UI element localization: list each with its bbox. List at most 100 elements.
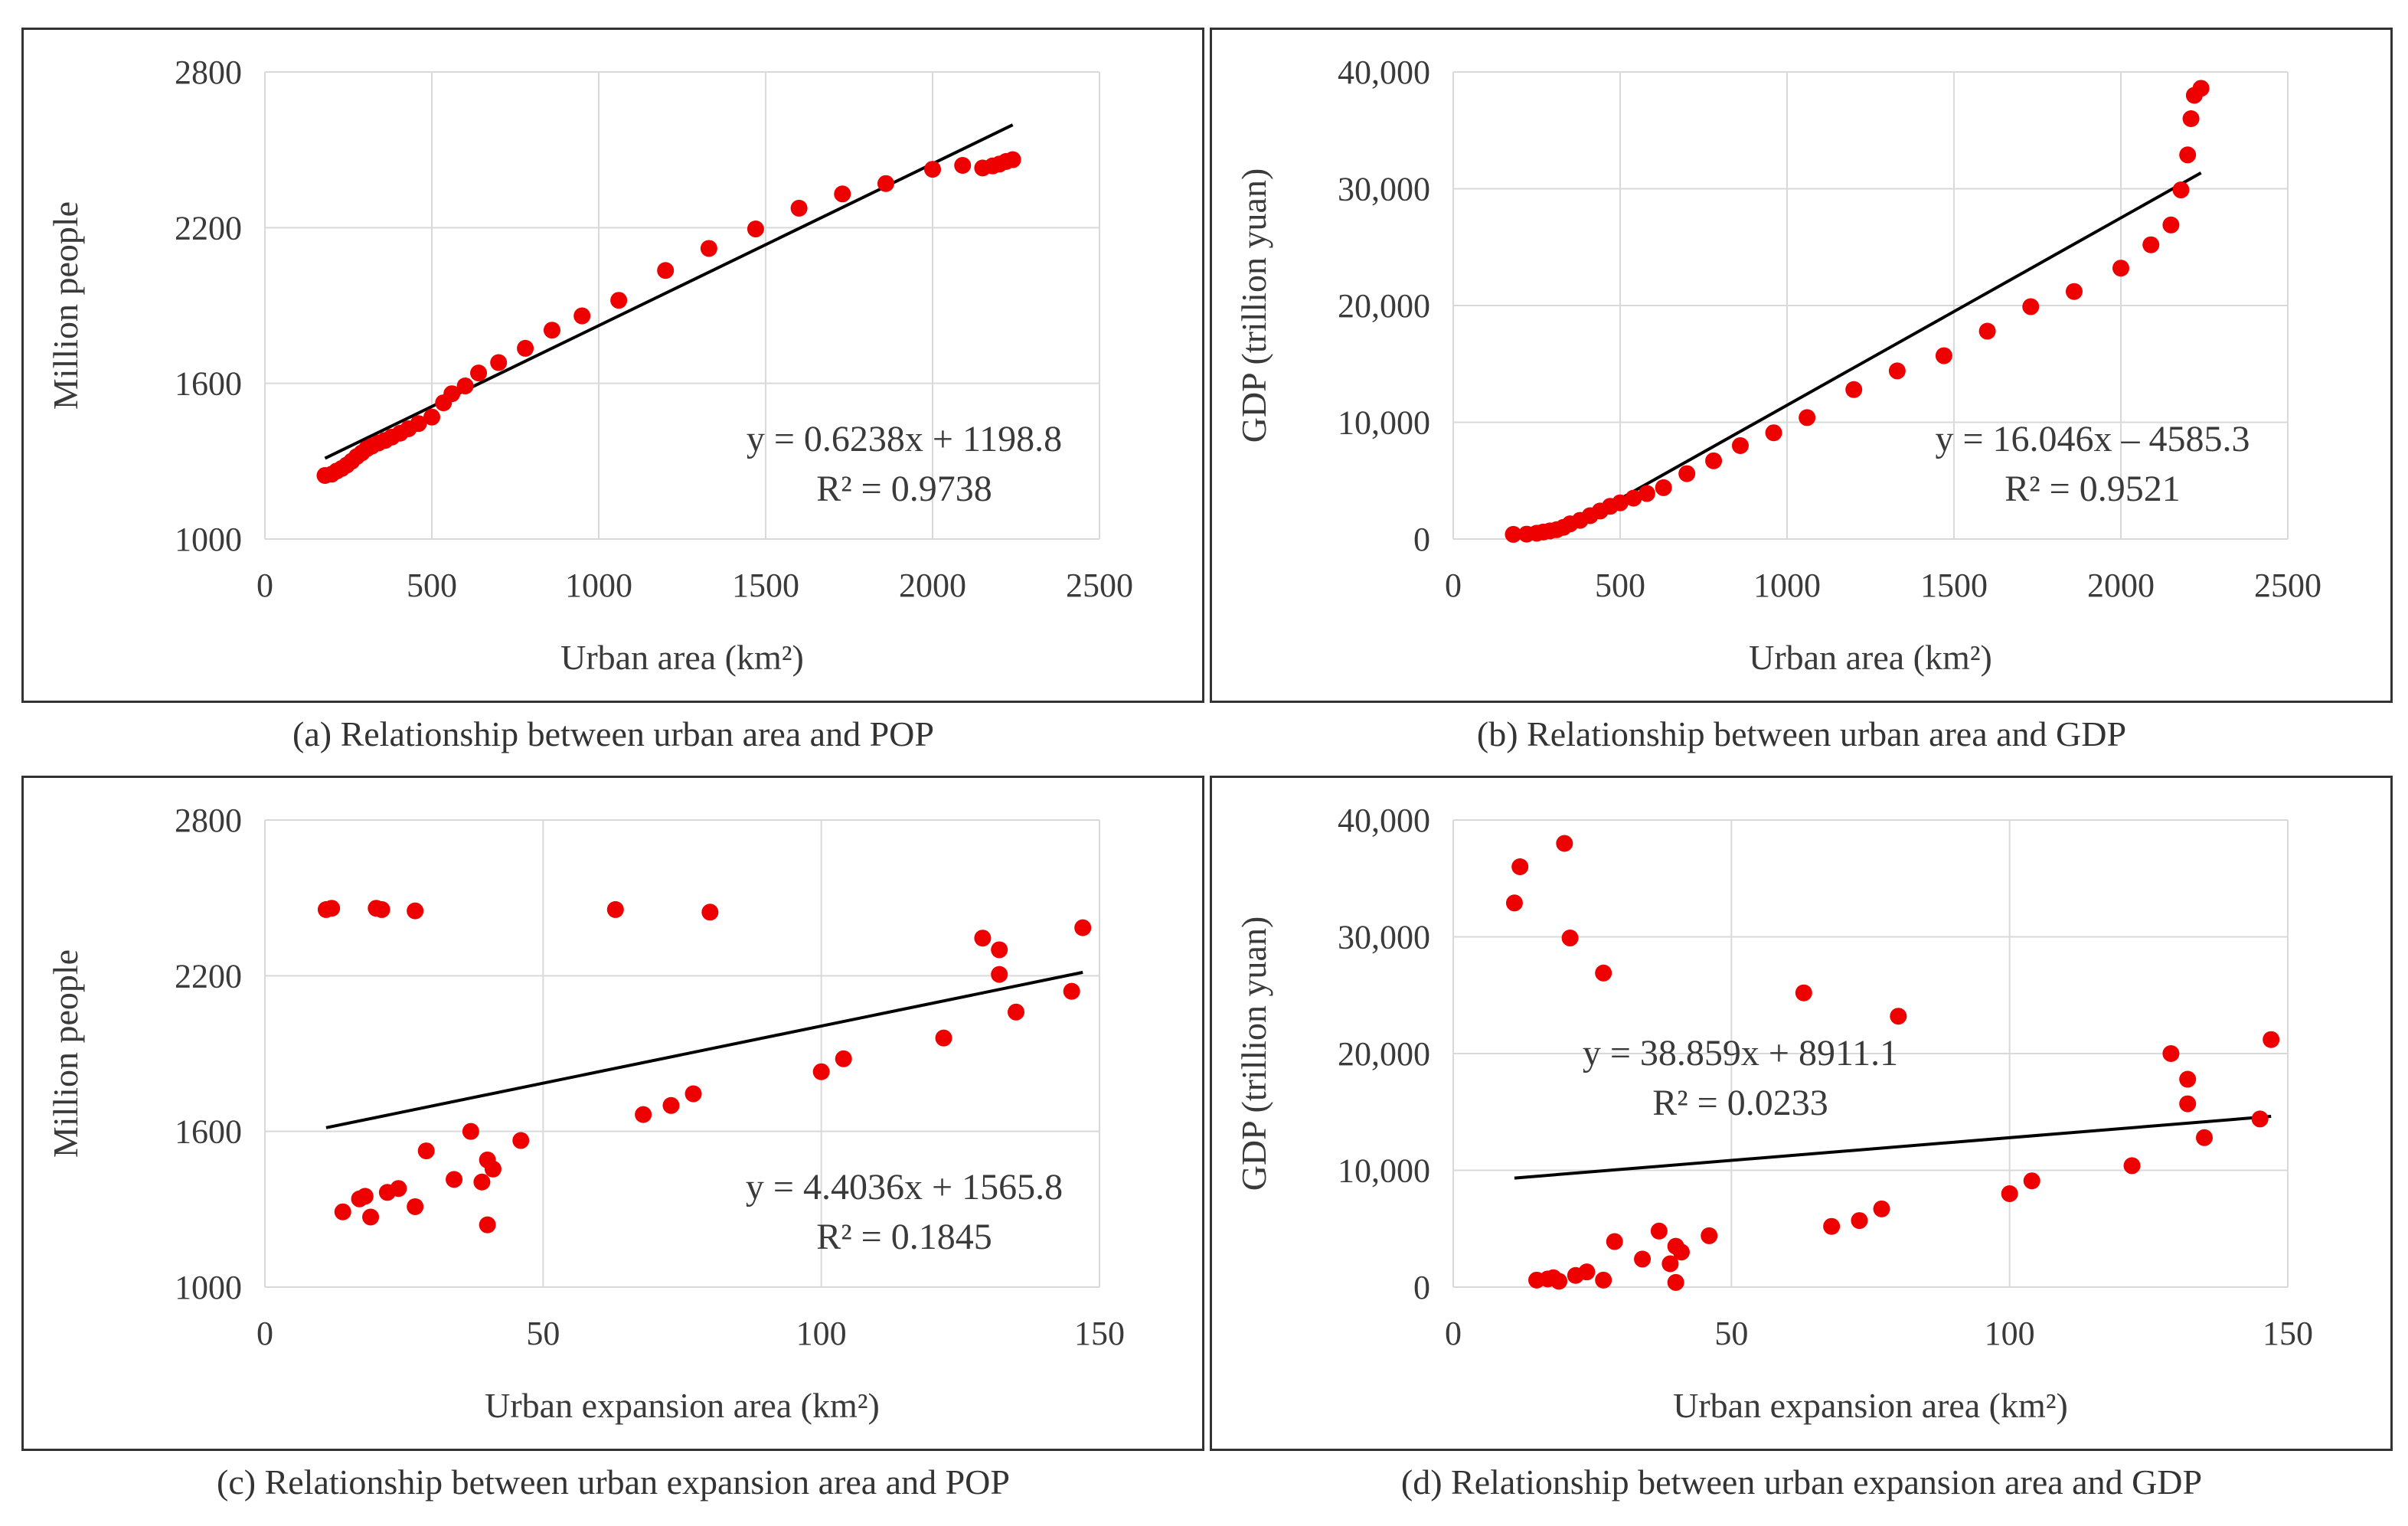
x-tick-label: 1000 bbox=[1753, 567, 1821, 604]
r-squared-label: R² = 0.9521 bbox=[2004, 469, 2180, 509]
data-point bbox=[701, 904, 719, 921]
r-squared-label: R² = 0.9738 bbox=[816, 469, 992, 509]
data-point bbox=[812, 1063, 830, 1080]
trendline-equation: y = 38.859x + 8911.1 bbox=[1583, 1033, 1898, 1073]
x-tick-label: 500 bbox=[407, 567, 457, 604]
data-point bbox=[543, 322, 560, 339]
x-tick-label: 100 bbox=[1985, 1315, 2035, 1352]
data-point bbox=[1578, 1263, 1596, 1281]
data-point bbox=[2263, 1031, 2280, 1048]
y-axis-title: Million people bbox=[46, 201, 85, 410]
data-point bbox=[1556, 835, 1573, 852]
data-point bbox=[877, 175, 894, 192]
data-point bbox=[390, 1180, 407, 1198]
data-point bbox=[1595, 1271, 1612, 1289]
data-point bbox=[407, 902, 424, 920]
data-point bbox=[1873, 1200, 1890, 1217]
x-axis-title: Urban expansion area (km²) bbox=[485, 1386, 880, 1425]
x-tick-label: 1000 bbox=[565, 567, 632, 604]
data-point bbox=[1823, 1217, 1841, 1235]
data-point bbox=[462, 1122, 479, 1140]
data-point bbox=[1612, 494, 1629, 511]
data-point bbox=[835, 1050, 852, 1067]
data-point bbox=[1638, 485, 1655, 502]
data-point bbox=[2172, 181, 2190, 199]
data-point bbox=[1935, 347, 1952, 364]
r-squared-label: R² = 0.1845 bbox=[816, 1217, 992, 1257]
data-point bbox=[2123, 1157, 2141, 1175]
data-point bbox=[974, 930, 992, 947]
y-tick-label: 40,000 bbox=[1338, 802, 1430, 839]
data-point bbox=[1845, 381, 1863, 398]
y-tick-label: 30,000 bbox=[1338, 171, 1430, 208]
data-point bbox=[606, 900, 624, 918]
x-axis-title: Urban expansion area (km²) bbox=[1673, 1386, 2068, 1425]
trendline bbox=[1514, 1115, 2272, 1180]
data-point bbox=[446, 1171, 463, 1188]
data-point bbox=[1701, 1227, 1718, 1244]
trendline-equation: y = 0.6238x + 1198.8 bbox=[747, 419, 1062, 459]
data-point bbox=[1667, 1273, 1684, 1291]
x-tick-label: 0 bbox=[256, 567, 273, 604]
y-tick-label: 0 bbox=[1413, 1269, 1430, 1306]
y-tick-label: 20,000 bbox=[1338, 287, 1430, 325]
data-point bbox=[573, 307, 591, 325]
x-tick-label: 1500 bbox=[1920, 567, 1988, 604]
data-point bbox=[1595, 964, 1612, 982]
data-point bbox=[1890, 1008, 1907, 1025]
data-point bbox=[1655, 479, 1672, 496]
data-point bbox=[991, 941, 1008, 959]
data-point bbox=[747, 221, 764, 238]
data-point bbox=[410, 415, 427, 433]
chart-svg-b: 0 500 1000 1500 2000 2500 0 10,000 20,000 30,000 4… bbox=[1234, 54, 2321, 677]
chart-panel-c: 0 50 100 150 1000 1600 2200 2800 Urban expansion… bbox=[21, 776, 1204, 1451]
data-point bbox=[423, 408, 440, 426]
y-tick-label: 1600 bbox=[175, 365, 242, 403]
data-point bbox=[2192, 80, 2210, 97]
data-point bbox=[834, 185, 851, 203]
x-tick-label: 0 bbox=[1445, 567, 1462, 604]
x-axis-title: Urban area (km²) bbox=[560, 638, 804, 677]
data-point bbox=[479, 1216, 496, 1234]
y-tick-label: 10,000 bbox=[1338, 404, 1430, 442]
data-point bbox=[1795, 984, 1812, 1002]
x-tick-label: 2500 bbox=[1066, 567, 1133, 604]
x-tick-label: 2000 bbox=[899, 567, 966, 604]
data-point bbox=[356, 1188, 374, 1205]
data-point bbox=[1008, 1003, 1024, 1021]
data-point bbox=[1978, 322, 1996, 340]
data-point bbox=[512, 1132, 530, 1149]
data-point bbox=[1505, 894, 1523, 912]
x-tick-label: 1500 bbox=[732, 567, 799, 604]
data-point bbox=[1505, 525, 1522, 543]
data-point bbox=[700, 240, 717, 257]
caption-c: (c) Relationship between urban expansion… bbox=[217, 1462, 1010, 1501]
y-tick-label: 0 bbox=[1413, 521, 1430, 558]
data-point bbox=[790, 199, 808, 217]
x-tick-label: 500 bbox=[1595, 567, 1645, 604]
trendline-equation: y = 4.4036x + 1565.8 bbox=[746, 1167, 1063, 1207]
data-point bbox=[2065, 283, 2083, 300]
chart-svg-d: 0 50 100 150 0 10,000 20,000 30,000 40,000 Urban … bbox=[1234, 802, 2313, 1425]
chart-panel-d: 0 50 100 150 0 10,000 20,000 30,000 40,000 Urban … bbox=[1210, 776, 2393, 1451]
y-tick-label: 1600 bbox=[175, 1113, 242, 1151]
y-tick-label: 30,000 bbox=[1338, 919, 1430, 956]
data-point bbox=[1705, 452, 1723, 469]
data-point bbox=[1731, 437, 1749, 454]
data-point bbox=[1561, 930, 1579, 947]
r-squared-label: R² = 0.0233 bbox=[1652, 1083, 1828, 1123]
data-point bbox=[1625, 489, 1642, 507]
data-point bbox=[1799, 409, 1816, 426]
data-point bbox=[2179, 146, 2197, 164]
data-point bbox=[1063, 982, 1080, 1000]
data-point bbox=[610, 292, 628, 309]
trendline bbox=[324, 123, 1014, 460]
data-point bbox=[1765, 424, 1782, 442]
data-point bbox=[362, 1208, 380, 1226]
data-point bbox=[991, 966, 1008, 983]
chart-svg-c: 0 50 100 150 1000 1600 2200 2800 Urban expansion… bbox=[46, 802, 1125, 1425]
y-tick-label: 1000 bbox=[175, 521, 242, 558]
data-point bbox=[2182, 110, 2200, 127]
data-point bbox=[1511, 858, 1529, 875]
y-axis-title: GDP (trillion yuan) bbox=[1234, 917, 1273, 1191]
